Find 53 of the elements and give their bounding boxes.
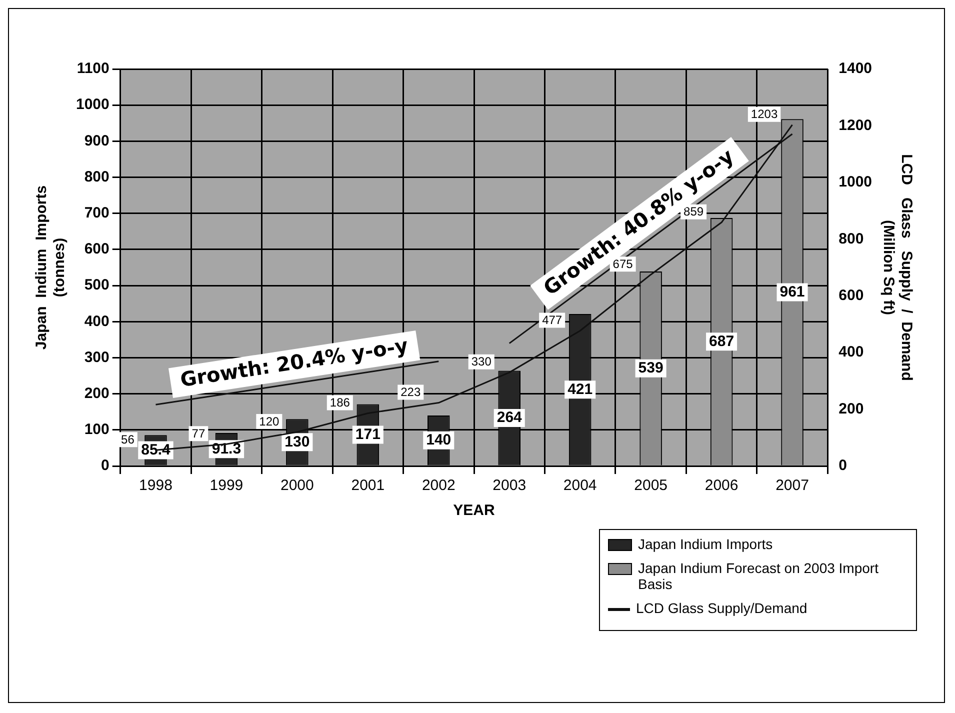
x-tick-label: 2005 <box>634 477 668 494</box>
y-tick-label: 800 <box>84 168 110 186</box>
y2-tick-label: 1200 <box>838 116 872 134</box>
y2-tick-label: 1000 <box>838 174 872 191</box>
data-label: 539 <box>638 360 664 376</box>
y-tick-label: 1000 <box>76 96 110 114</box>
x-tick-label: 2006 <box>704 477 738 494</box>
y2-axis-title: LCD Glass Supply / Demand (Million Sq ft) <box>880 154 915 381</box>
y2-tick-label: 800 <box>838 230 864 248</box>
data-label: 130 <box>284 433 310 450</box>
y-tick-label: 400 <box>84 312 110 330</box>
data-label: 120 <box>259 414 280 428</box>
x-tick-label: 1999 <box>210 477 244 494</box>
data-label: 264 <box>496 409 523 426</box>
x-tick-label: 2004 <box>563 477 597 494</box>
data-label: 477 <box>542 313 562 328</box>
y2-tick-label: 600 <box>838 287 864 304</box>
data-label: 421 <box>568 380 593 398</box>
data-label: 961 <box>780 283 805 300</box>
x-tick-label: 2002 <box>422 477 456 494</box>
y-tick-label: 300 <box>84 348 110 366</box>
data-label: 1203 <box>750 107 778 122</box>
y-tick-label: 600 <box>84 240 110 258</box>
y2-tick-label: 0 <box>838 457 847 474</box>
data-label: 223 <box>400 385 421 400</box>
data-label: 140 <box>426 432 452 448</box>
legend-label: Japan Indium Forecast on 2003 Import Basis <box>638 560 880 592</box>
data-label: 171 <box>355 426 380 443</box>
data-label: 186 <box>330 396 350 410</box>
legend-label: Japan Indium Imports <box>638 536 773 552</box>
y-tick-label: 1100 <box>76 60 110 78</box>
y-tick-label: 700 <box>84 204 110 222</box>
y-tick-label: 200 <box>84 384 110 402</box>
y-tick-label: 100 <box>84 421 110 438</box>
y2-tick-label: 200 <box>838 400 864 418</box>
x-tick-label: 2003 <box>492 477 526 494</box>
x-tick-label: 2001 <box>351 477 385 494</box>
x-axis-title: YEAR <box>453 502 495 520</box>
y2-tick-label: 400 <box>838 344 864 361</box>
legend-label: LCD Glass Supply/Demand <box>636 600 808 616</box>
data-label: 859 <box>684 204 704 219</box>
y-tick-label: 500 <box>84 276 110 294</box>
data-label: 77 <box>192 426 206 440</box>
y-tick-label: 900 <box>84 132 110 150</box>
y2-tick-label: 1400 <box>838 60 872 78</box>
data-label: 687 <box>709 332 734 350</box>
data-label: 330 <box>471 354 492 369</box>
x-tick-label: 2007 <box>776 477 809 494</box>
x-tick-label: 1998 <box>139 477 172 494</box>
x-tick-label: 2000 <box>280 477 314 494</box>
y-tick-label: 0 <box>101 457 110 474</box>
y-axis-title: Japan Indium Imports (tonnes) <box>33 185 68 350</box>
data-label: 56 <box>121 432 135 446</box>
